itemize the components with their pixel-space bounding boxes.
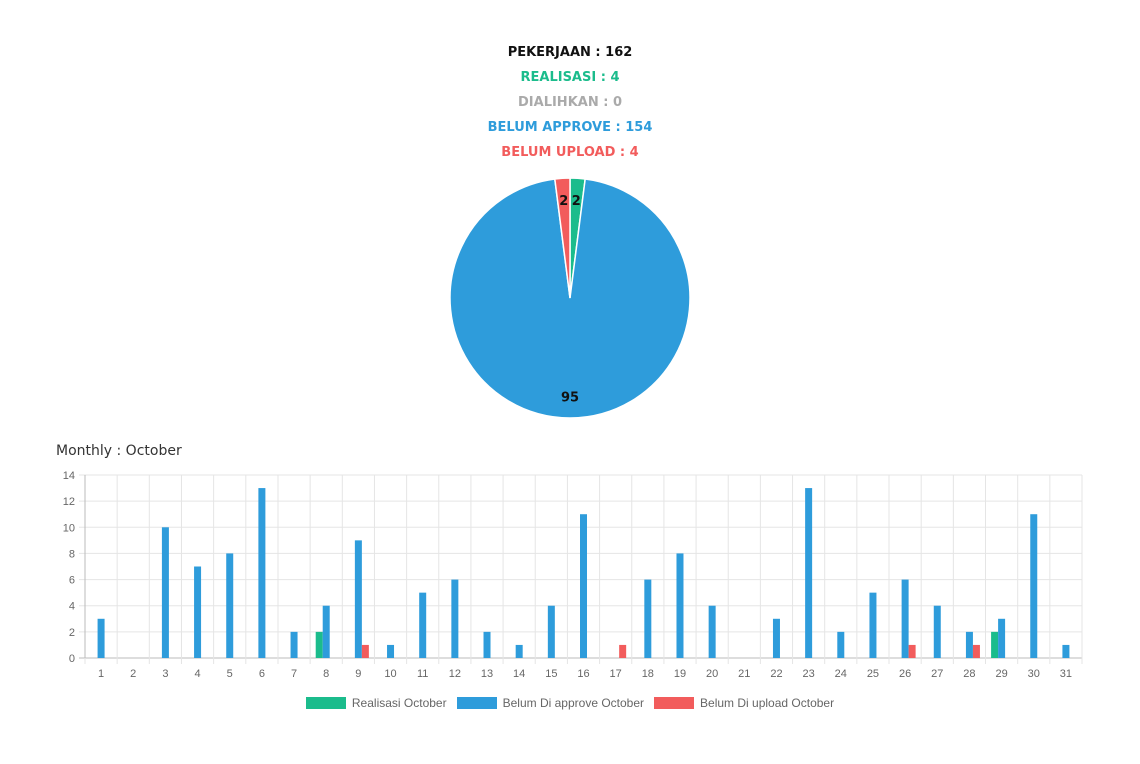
x-tick-label: 29 bbox=[995, 668, 1007, 680]
belum-upload-total: BELUM UPLOAD : 4 bbox=[501, 145, 639, 160]
legend-label-belum-upload: Belum Di upload October bbox=[700, 696, 835, 710]
pie-label-2: 2 bbox=[559, 194, 568, 209]
x-tick-label: 24 bbox=[835, 668, 847, 680]
bar-belum-approve[interactable] bbox=[837, 631, 845, 658]
y-tick-label: 8 bbox=[69, 548, 75, 560]
x-tick-label: 22 bbox=[770, 668, 782, 680]
bar-belum-approve[interactable] bbox=[644, 579, 652, 658]
x-tick-label: 12 bbox=[449, 668, 461, 680]
realisasi-total: REALISASI : 4 bbox=[520, 70, 620, 85]
bar-belum-upload[interactable] bbox=[619, 644, 627, 658]
x-tick-label: 6 bbox=[259, 668, 265, 680]
legend-swatch-realisasi bbox=[305, 697, 346, 709]
legend-label-belum-approve: Belum Di approve October bbox=[502, 696, 645, 710]
x-tick-label: 3 bbox=[162, 668, 168, 680]
bar-belum-approve[interactable] bbox=[547, 605, 555, 658]
x-tick-label: 10 bbox=[384, 668, 396, 680]
pekerjaan-total: PEKERJAAN : 162 bbox=[507, 45, 633, 60]
belum-approve-total: BELUM APPROVE : 154 bbox=[487, 120, 653, 135]
pie-chart: 2 95 2 bbox=[449, 177, 691, 419]
bar-belum-approve[interactable] bbox=[387, 644, 395, 658]
bar-belum-approve[interactable] bbox=[772, 618, 780, 658]
bar-belum-approve[interactable] bbox=[708, 605, 716, 658]
y-tick-label: 14 bbox=[63, 470, 75, 482]
x-tick-label: 27 bbox=[931, 668, 943, 680]
y-tick-label: 2 bbox=[69, 627, 75, 639]
x-tick-label: 20 bbox=[706, 668, 718, 680]
bar-realisasi[interactable] bbox=[315, 631, 323, 658]
bar-belum-approve[interactable] bbox=[901, 579, 909, 658]
x-tick-label: 17 bbox=[610, 668, 622, 680]
bar-belum-approve[interactable] bbox=[580, 514, 587, 658]
bar-belum-upload[interactable] bbox=[972, 644, 980, 658]
x-tick-label: 25 bbox=[867, 668, 879, 680]
pie-slice-1[interactable] bbox=[449, 178, 691, 419]
pie-label-1: 95 bbox=[561, 390, 579, 405]
summary-block: PEKERJAAN : 162 REALISASI : 4 DIALIHKAN … bbox=[0, 40, 1140, 165]
x-tick-label: 5 bbox=[227, 668, 233, 680]
bar-legend: Realisasi October Belum Di approve Octob… bbox=[0, 696, 1140, 710]
bar-belum-approve[interactable] bbox=[965, 631, 973, 658]
bar-belum-approve[interactable] bbox=[194, 566, 202, 659]
legend-swatch-belum-upload bbox=[654, 697, 695, 709]
bar-belum-approve[interactable] bbox=[998, 618, 1006, 658]
bar-belum-approve[interactable] bbox=[451, 579, 459, 658]
bar-belum-approve[interactable] bbox=[226, 553, 234, 658]
x-tick-label: 26 bbox=[899, 668, 911, 680]
x-tick-label: 15 bbox=[545, 668, 557, 680]
bar-belum-approve[interactable] bbox=[322, 605, 330, 658]
y-tick-label: 0 bbox=[69, 653, 75, 665]
y-tick-label: 10 bbox=[63, 522, 75, 534]
x-tick-label: 7 bbox=[291, 668, 297, 680]
legend-item-belum-upload[interactable]: Belum Di upload October bbox=[654, 696, 834, 710]
bar-belum-approve[interactable] bbox=[419, 592, 427, 658]
x-tick-label: 9 bbox=[355, 668, 361, 680]
y-tick-label: 6 bbox=[69, 575, 75, 587]
monthly-title: Monthly : October bbox=[56, 443, 182, 459]
bar-belum-approve[interactable] bbox=[354, 540, 362, 658]
legend-swatch-belum-approve bbox=[456, 697, 497, 709]
x-tick-label: 2 bbox=[130, 668, 136, 680]
x-tick-label: 23 bbox=[803, 668, 815, 680]
bar-belum-approve[interactable] bbox=[290, 631, 298, 658]
x-tick-label: 28 bbox=[963, 668, 975, 680]
bar-belum-upload[interactable] bbox=[361, 644, 369, 658]
x-tick-label: 18 bbox=[642, 668, 654, 680]
x-tick-label: 14 bbox=[513, 668, 525, 680]
bar-belum-approve[interactable] bbox=[1030, 514, 1038, 658]
pie-slice-2[interactable] bbox=[553, 177, 571, 299]
x-tick-label: 30 bbox=[1028, 668, 1040, 680]
bar-belum-approve[interactable] bbox=[676, 553, 684, 658]
bar-belum-approve[interactable] bbox=[869, 592, 877, 658]
x-tick-label: 11 bbox=[417, 668, 428, 680]
bar-belum-approve[interactable] bbox=[258, 488, 266, 658]
bar-belum-approve[interactable] bbox=[483, 631, 491, 658]
bar-belum-approve[interactable] bbox=[515, 644, 523, 658]
x-tick-label: 31 bbox=[1060, 668, 1072, 680]
legend-item-realisasi[interactable]: Realisasi October bbox=[305, 696, 447, 710]
legend-item-belum-approve[interactable]: Belum Di approve October bbox=[456, 696, 645, 710]
x-tick-label: 13 bbox=[481, 668, 493, 680]
x-tick-label: 4 bbox=[195, 668, 201, 680]
y-tick-label: 12 bbox=[63, 496, 75, 508]
bar-belum-approve[interactable] bbox=[805, 488, 813, 658]
legend-label-realisasi: Realisasi October bbox=[351, 696, 447, 710]
x-tick-label: 8 bbox=[323, 668, 329, 680]
x-tick-label: 1 bbox=[98, 668, 104, 680]
bar-belum-upload[interactable] bbox=[908, 644, 916, 658]
dialihkan-total: DIALIHKAN : 0 bbox=[518, 95, 622, 110]
bar-belum-approve[interactable] bbox=[1062, 644, 1070, 658]
pie-label-0: 2 bbox=[572, 194, 581, 209]
y-tick-label: 4 bbox=[69, 601, 75, 613]
x-tick-label: 21 bbox=[738, 668, 750, 680]
x-tick-label: 16 bbox=[577, 668, 589, 680]
bar-belum-approve[interactable] bbox=[161, 527, 169, 658]
bar-realisasi[interactable] bbox=[991, 631, 999, 658]
x-tick-label: 19 bbox=[674, 668, 686, 680]
bar-belum-approve[interactable] bbox=[97, 618, 105, 658]
bar-belum-approve[interactable] bbox=[933, 605, 941, 658]
